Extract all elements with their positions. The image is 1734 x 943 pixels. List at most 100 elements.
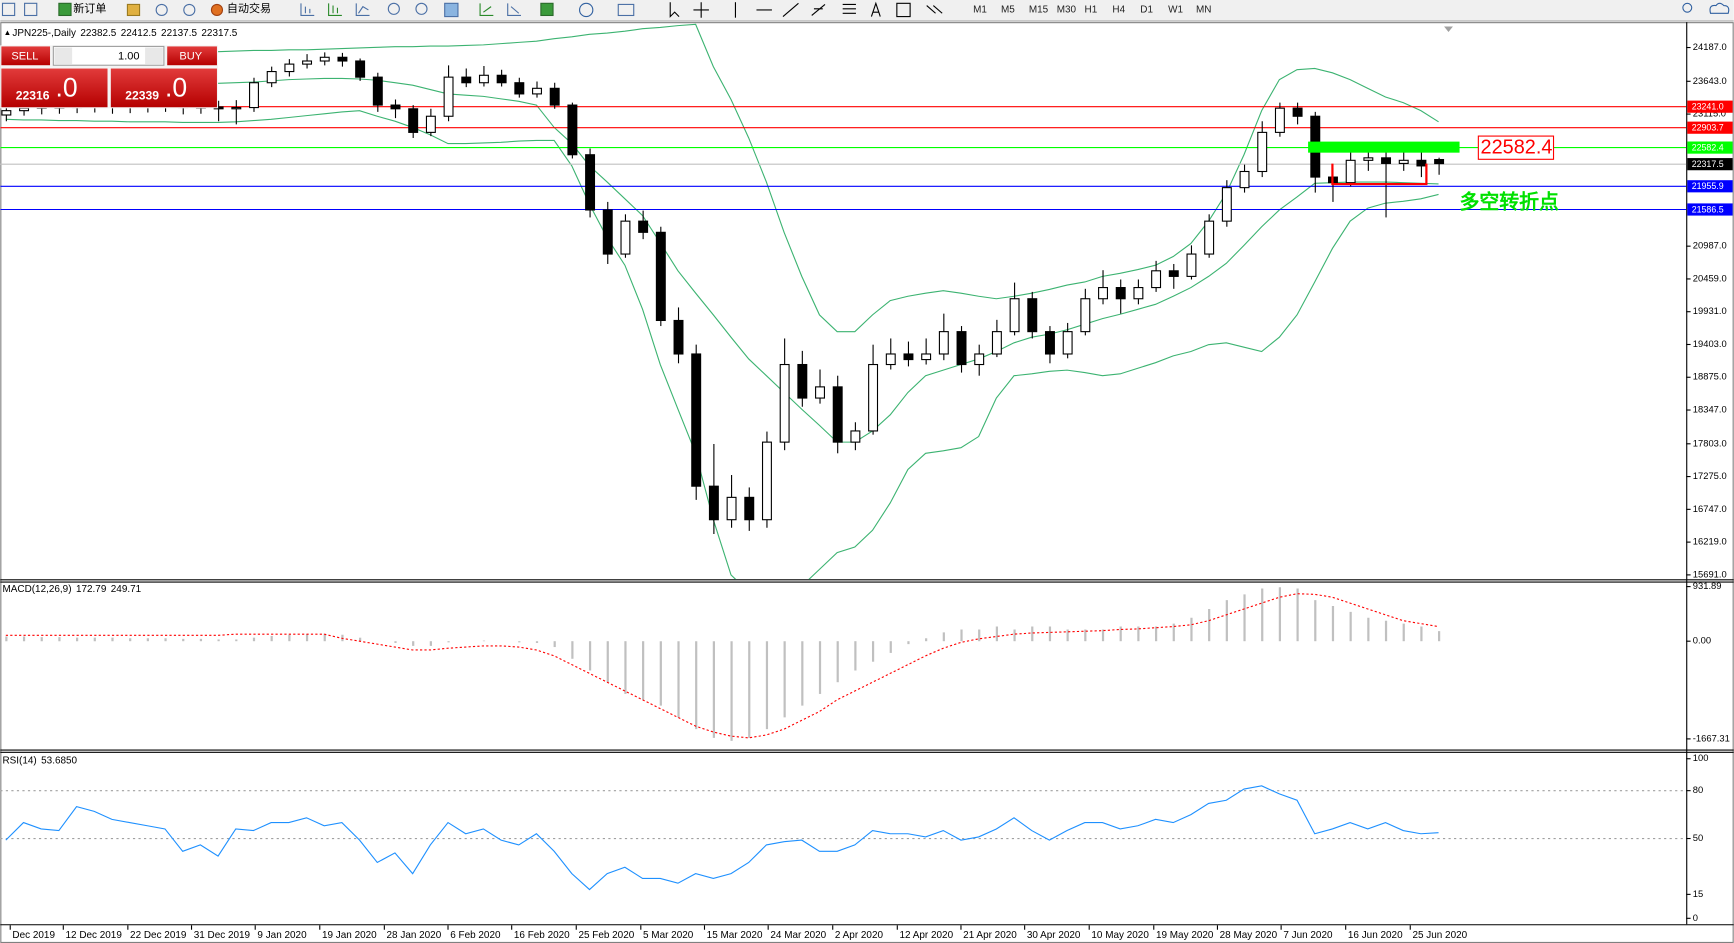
x-tick-label: 16 Jun 2020 (1348, 930, 1403, 941)
buy-label[interactable]: BUY (179, 50, 202, 62)
candle-body (673, 319, 684, 355)
candle-body (1257, 131, 1268, 173)
icon[interactable] (126, 3, 141, 17)
icon[interactable] (183, 3, 196, 17)
timeframe-button[interactable]: M30 (1057, 5, 1077, 16)
x-tick-label: 25 Jun 2020 (1412, 930, 1467, 941)
icon-crosshair[interactable] (693, 2, 709, 18)
icon-new-order[interactable] (58, 2, 72, 17)
candle-body (425, 115, 436, 133)
icon[interactable] (507, 3, 521, 17)
chart-header: JPN225-,Daily 22382.5 22412.5 22137.5 22317.… (12, 28, 237, 39)
x-tick-label: Dec 2019 (12, 930, 55, 941)
macd-value: 172.79 (76, 584, 107, 595)
icon-trendline[interactable] (782, 2, 799, 18)
toolbar-icons (1, 1, 1730, 18)
y-tick-label: 16747.0 (1693, 503, 1727, 514)
timeframe-button[interactable]: M5 (1001, 5, 1015, 16)
timeframe-button[interactable]: M1 (973, 5, 987, 16)
level-callout: 22582.4 (1481, 136, 1553, 158)
icon[interactable] (328, 3, 342, 17)
timeframe-button[interactable]: M15 (1029, 5, 1049, 16)
icon-auto-trading[interactable] (210, 3, 224, 17)
candle-body (938, 331, 949, 355)
icon[interactable] (444, 2, 459, 18)
icon[interactable] (926, 5, 943, 14)
price-level-tag (1687, 100, 1733, 113)
candle-body (1221, 187, 1232, 222)
price-level-label: 21955.9 (1692, 181, 1724, 191)
icon[interactable] (811, 3, 826, 16)
price-level-label: 22903.7 (1692, 123, 1724, 133)
y-tick-label: 24187.0 (1693, 41, 1727, 52)
bollinger-band (5, 110, 1439, 580)
x-tick-label: 15 Mar 2020 (707, 930, 763, 941)
sell-label[interactable]: SELL (11, 50, 38, 62)
timeframe-button[interactable]: H4 (1112, 5, 1125, 16)
candle-body (514, 82, 525, 95)
timeframes: M1 M5 M15 M30 H1 H4 D1 W1 MN (973, 5, 1211, 16)
icon-label[interactable] (896, 2, 911, 18)
auto-trading-button[interactable]: 自动交易 (227, 1, 271, 15)
x-tick-label: 28 Jan 2020 (387, 930, 442, 941)
icon[interactable] (617, 3, 635, 17)
lot-down[interactable] (54, 47, 73, 65)
timeframe-button[interactable]: W1 (1168, 5, 1183, 16)
bollinger-band (5, 23, 1439, 333)
chart-frame (0, 22, 1734, 943)
buy-button[interactable] (167, 46, 217, 66)
candle-body (744, 496, 755, 521)
icon-cursor[interactable] (669, 2, 680, 18)
timeframe-button[interactable]: MN (1196, 5, 1211, 16)
buy-price-box[interactable] (110, 68, 217, 108)
y-tick-label: -1667.31 (1693, 732, 1730, 743)
rsi-header: RSI(14) 53.6850 (2, 755, 77, 766)
candle-body (319, 56, 330, 62)
icon[interactable] (579, 2, 594, 18)
sell-price-box[interactable] (1, 68, 108, 108)
candle-body (797, 363, 808, 399)
new-order-button[interactable]: 新订单 (73, 1, 106, 15)
price-level-label: 22582.4 (1692, 142, 1724, 152)
timeframe-button[interactable]: H1 (1085, 5, 1098, 16)
candle-body (461, 76, 472, 84)
sell-price-frac: .0 (56, 73, 78, 103)
timeframe-button[interactable]: D1 (1140, 5, 1153, 16)
icon[interactable] (1, 2, 16, 17)
icon[interactable] (540, 2, 554, 17)
low: 22137.5 (161, 28, 197, 39)
y-tick-label: 0 (1693, 912, 1698, 923)
x-tick-label: 22 Dec 2019 (130, 930, 187, 941)
icon-text[interactable] (870, 1, 881, 17)
x-tick-label: 28 May 2020 (1220, 930, 1278, 941)
candle-body (284, 63, 295, 73)
candle-body (1133, 287, 1144, 300)
icon[interactable] (842, 3, 856, 14)
macd-plot (5, 587, 1441, 741)
rsi-value: 53.6850 (41, 755, 77, 766)
x-tick-label: 5 Mar 2020 (643, 930, 694, 941)
icon[interactable] (355, 3, 370, 17)
candle-body (372, 76, 383, 106)
collapse-arrow[interactable]: ▲ (4, 28, 12, 37)
icon[interactable] (155, 3, 168, 17)
y-tick-label: 17803.0 (1693, 437, 1727, 448)
icon-zoom-out[interactable] (415, 2, 428, 15)
icon-zoom-in[interactable] (387, 2, 400, 15)
candle-body (903, 353, 914, 361)
icon-search[interactable] (1682, 2, 1693, 13)
icon[interactable] (24, 2, 38, 17)
candle-body (779, 363, 790, 443)
lot-value[interactable]: 1.00 (118, 50, 140, 62)
sell-button[interactable] (1, 46, 51, 66)
icon[interactable] (300, 3, 315, 17)
lot-up[interactable] (145, 47, 163, 65)
icon[interactable] (479, 3, 494, 17)
candle-body (956, 331, 967, 366)
x-tick-label: 7 Jun 2020 (1283, 930, 1333, 941)
icon-cloud[interactable] (1709, 2, 1730, 14)
x-tick-label: 2 Apr 2020 (835, 930, 884, 941)
y-tick-label: 0.00 (1693, 635, 1711, 646)
candle-body (532, 87, 542, 95)
lot-input[interactable] (52, 45, 165, 66)
